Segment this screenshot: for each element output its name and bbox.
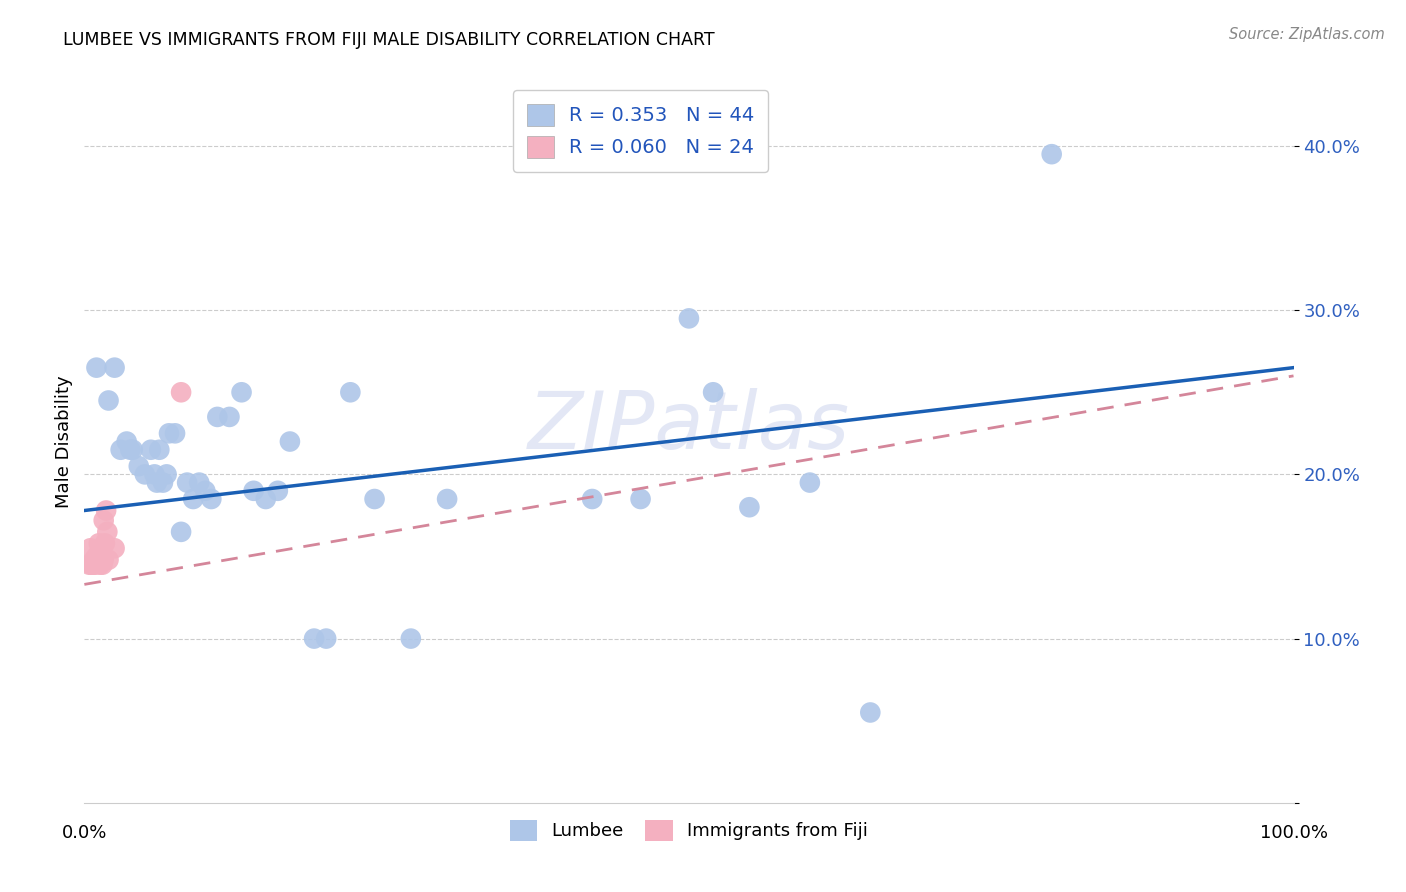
Point (157, 426, 180, 441)
Point (86, 553, 108, 567)
Point (194, 483, 217, 498)
Point (83, 553, 105, 567)
Point (94, 536, 117, 550)
Text: Source: ZipAtlas.com: Source: ZipAtlas.com (1229, 27, 1385, 42)
Point (170, 385, 193, 400)
Legend: Lumbee, Immigrants from Fiji: Lumbee, Immigrants from Fiji (503, 813, 875, 848)
Point (181, 491, 204, 506)
Point (121, 442, 143, 457)
Point (267, 483, 290, 498)
Point (134, 467, 156, 482)
Point (87, 536, 110, 550)
Point (86, 549, 108, 564)
Point (80, 558, 103, 572)
Point (94, 503, 117, 517)
Point (799, 475, 821, 490)
Point (89, 558, 111, 572)
Point (1040, 147, 1063, 161)
Point (630, 491, 652, 506)
Text: LUMBEE VS IMMIGRANTS FROM FIJI MALE DISABILITY CORRELATION CHART: LUMBEE VS IMMIGRANTS FROM FIJI MALE DISA… (63, 31, 714, 49)
Point (678, 311, 700, 326)
Point (702, 385, 724, 400)
Point (128, 459, 150, 474)
Point (93, 553, 115, 567)
Point (86, 360, 108, 375)
Point (90, 553, 112, 567)
Point (165, 426, 187, 441)
Point (96, 524, 118, 539)
Point (339, 385, 361, 400)
Point (242, 483, 264, 498)
Point (93, 513, 115, 527)
Point (120, 442, 142, 457)
Point (79, 541, 101, 556)
Point (104, 360, 127, 375)
Point (859, 706, 882, 720)
Text: 0.0%: 0.0% (62, 824, 107, 842)
Point (231, 385, 253, 400)
Point (581, 491, 603, 506)
Point (207, 409, 229, 424)
Point (104, 541, 127, 556)
Point (278, 434, 301, 449)
Point (315, 632, 337, 646)
Point (200, 491, 222, 506)
Point (363, 491, 385, 506)
Point (91, 558, 114, 572)
Point (155, 467, 177, 482)
Point (188, 475, 211, 490)
Point (436, 491, 458, 506)
Point (97, 553, 120, 567)
Point (110, 442, 132, 457)
Point (146, 475, 169, 490)
Text: 100.0%: 100.0% (1260, 824, 1327, 842)
Point (399, 632, 422, 646)
Point (84, 558, 107, 572)
Point (170, 524, 193, 539)
Point (115, 434, 138, 449)
Point (148, 442, 170, 457)
Point (82, 558, 104, 572)
Point (254, 491, 277, 506)
Point (97, 393, 120, 408)
Point (738, 500, 761, 515)
Y-axis label: Male Disability: Male Disability (55, 376, 73, 508)
Point (86, 553, 108, 567)
Point (77, 558, 100, 572)
Point (218, 409, 240, 424)
Point (143, 467, 166, 482)
Point (152, 475, 174, 490)
Point (139, 442, 162, 457)
Text: ZIPatlas: ZIPatlas (527, 388, 851, 467)
Point (91, 553, 114, 567)
Point (91, 553, 114, 567)
Point (302, 632, 325, 646)
Point (176, 475, 198, 490)
Point (87, 553, 110, 567)
